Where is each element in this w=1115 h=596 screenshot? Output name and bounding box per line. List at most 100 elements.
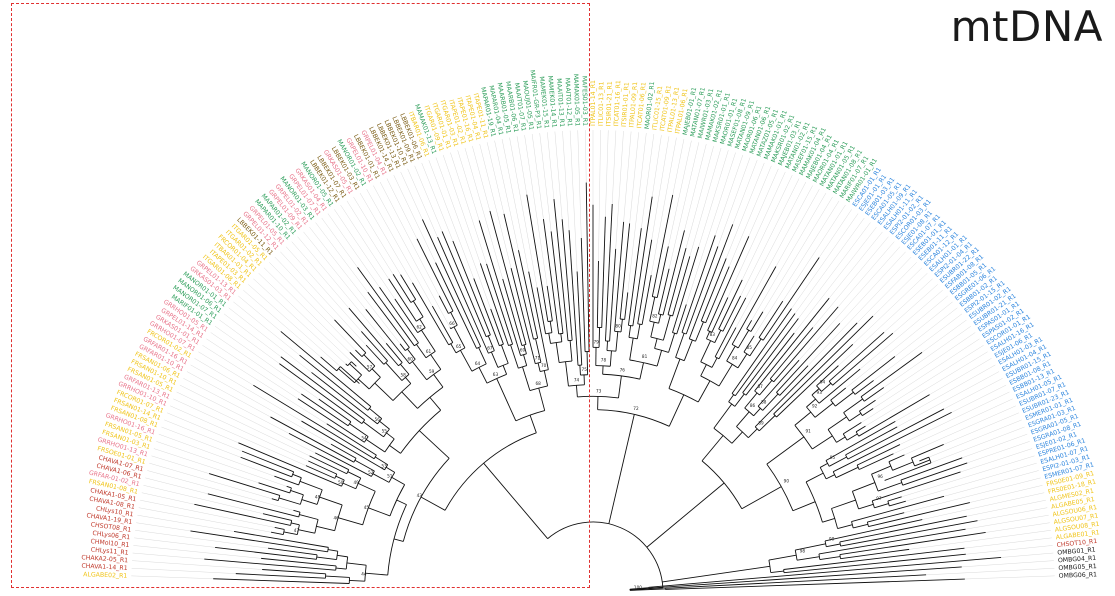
- leaf-guide: [715, 155, 743, 235]
- branch-line: [397, 500, 407, 505]
- leaf-guide: [1001, 553, 1053, 557]
- tip-label: ALGABE02_R1: [83, 571, 127, 580]
- branch-line: [820, 463, 827, 467]
- branch-line: [855, 380, 874, 394]
- branch-line: [864, 388, 884, 402]
- leaf-guide: [465, 148, 503, 279]
- bootstrap-value: 60: [407, 356, 413, 361]
- branch-line: [400, 344, 405, 351]
- leaf-guide: [783, 205, 846, 301]
- leaf-guide: [540, 133, 551, 231]
- branch-line: [412, 362, 426, 380]
- leaf-guide: [422, 163, 453, 241]
- leaf-guide: [139, 508, 271, 533]
- leaf-guide: [838, 279, 932, 366]
- branch-line: [846, 427, 898, 455]
- bootstrap-value: 58: [401, 372, 407, 377]
- branch-line: [298, 530, 315, 533]
- branch-line: [637, 324, 640, 339]
- leaf-guide: [967, 500, 1046, 516]
- branch-line: [610, 351, 611, 366]
- branch-line: [868, 503, 969, 527]
- branch-line: [647, 483, 724, 547]
- leaf-guide: [525, 135, 548, 286]
- branch-line: [263, 514, 292, 521]
- branch-line: [640, 363, 644, 380]
- leaf-guide: [269, 262, 355, 350]
- branch-line: [523, 367, 530, 391]
- branch-line: [893, 462, 913, 470]
- leaf-guide: [502, 139, 529, 272]
- branch-line: [662, 566, 770, 582]
- branch-line: [747, 320, 752, 329]
- branch-line: [298, 399, 364, 442]
- branch-line: [889, 455, 904, 462]
- branch-line: [316, 526, 334, 530]
- bootstrap-value: 63: [493, 372, 499, 377]
- branch-line: [236, 574, 326, 579]
- branch-line: [618, 376, 621, 398]
- branch-line: [301, 394, 348, 426]
- leaf-guide: [415, 166, 442, 232]
- leaf-guide: [964, 538, 1051, 548]
- bootstrap-value: 94: [820, 380, 826, 385]
- branch-line: [620, 223, 630, 319]
- branch-line: [676, 333, 685, 357]
- leaf-guide: [922, 493, 1044, 520]
- branch-line: [742, 487, 781, 509]
- leaf-guide: [813, 237, 888, 328]
- bootstrap-value: 64: [475, 361, 481, 366]
- leaf-guide: [902, 456, 1035, 497]
- branch-line: [616, 332, 618, 352]
- branch-line: [597, 261, 598, 328]
- branch-line: [874, 504, 888, 508]
- leaf-guide: [616, 131, 624, 249]
- leaf-guide: [699, 150, 729, 247]
- branch-line: [556, 343, 559, 363]
- branch-line: [649, 557, 1001, 587]
- bootstrap-value: 72: [633, 406, 639, 411]
- leaf-guide: [966, 545, 1053, 554]
- branch-line: [771, 571, 784, 572]
- branch-line: [701, 365, 707, 376]
- leaf-guide: [893, 290, 943, 333]
- leaf-guide: [585, 130, 586, 183]
- leaf-guide: [167, 413, 238, 443]
- branch-line: [853, 524, 868, 528]
- branch-line: [242, 451, 294, 472]
- branch-line: [840, 532, 986, 554]
- leaf-guide: [259, 273, 357, 366]
- bootstrap-value: 80: [615, 323, 621, 328]
- leaf-guide: [808, 257, 911, 366]
- leaf-guide: [480, 144, 511, 268]
- leaf-guide: [578, 130, 582, 238]
- figure-title: mtDNA: [951, 2, 1103, 51]
- leaf-guide: [394, 175, 436, 262]
- branch-line: [862, 408, 873, 415]
- branch-line: [838, 525, 853, 529]
- bootstrap-value: 45: [364, 505, 370, 510]
- branch-line: [576, 385, 577, 397]
- branch-line: [501, 345, 508, 363]
- branch-line: [795, 412, 811, 425]
- leaf-guide: [472, 146, 490, 211]
- branch-line: [759, 301, 783, 337]
- branch-line: [657, 350, 661, 366]
- leaf-guide: [170, 406, 306, 466]
- branch-line: [852, 483, 875, 492]
- bootstrap-value: 55: [382, 429, 388, 434]
- leaf-guide: [944, 471, 1039, 497]
- branch-line: [888, 497, 902, 501]
- leaf-guide: [334, 209, 395, 299]
- branch-line: [300, 481, 322, 489]
- leaf-guide: [612, 131, 616, 204]
- leaf-guide: [429, 160, 474, 278]
- tip-label: ITSIR01-21_R1: [605, 81, 613, 126]
- branch-line: [684, 340, 692, 361]
- branch-line: [394, 539, 403, 541]
- branch-line: [625, 292, 628, 319]
- branch-line: [669, 333, 675, 352]
- branch-line: [523, 355, 526, 366]
- branch-line: [831, 500, 855, 508]
- bootstrap-value: 69: [520, 348, 526, 353]
